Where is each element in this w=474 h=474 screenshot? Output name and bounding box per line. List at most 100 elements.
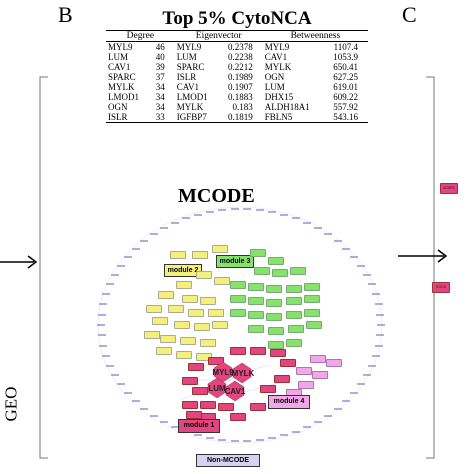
network-node — [182, 295, 198, 303]
gene-cell: MYL9 — [108, 42, 133, 52]
table-row: ISLR 33 IGFBP7 0.1819 FBLN5 543.16 — [106, 112, 368, 123]
network-node — [208, 357, 224, 365]
ring-node — [371, 354, 380, 357]
ring-node — [105, 283, 114, 286]
score-cell: 627.25 — [333, 72, 358, 82]
network-node — [230, 281, 246, 289]
ring-node — [181, 217, 190, 220]
network-node — [182, 401, 198, 409]
ring-node — [376, 334, 385, 337]
ring-node — [230, 439, 239, 442]
network-node — [194, 323, 210, 331]
ring-node — [131, 247, 140, 250]
panel-label-b: B — [58, 2, 73, 27]
network-node — [286, 339, 302, 347]
ring-node — [324, 414, 333, 417]
score-cell: 609.22 — [333, 92, 358, 102]
ring-node — [131, 400, 140, 403]
ring-node — [149, 414, 158, 417]
table-grid: Degree Eigenvector Betweenness MYL9 46 MYL… — [106, 30, 368, 123]
score-cell: 543.16 — [333, 112, 358, 122]
score-cell: 39 — [155, 62, 165, 72]
network-node — [158, 291, 174, 299]
score-cell: 34 — [155, 102, 165, 112]
score-cell: 557.92 — [333, 102, 358, 112]
network-node — [192, 387, 208, 395]
ring-node — [123, 392, 132, 395]
ring-node — [97, 324, 105, 326]
ring-node — [97, 313, 106, 316]
ring-node — [374, 344, 383, 347]
score-cell: 34 — [155, 92, 165, 102]
network-node — [266, 313, 282, 321]
network-node — [180, 337, 196, 345]
network-node — [272, 269, 288, 277]
table-row: LUM 40 LUM 0.2238 CAV1 1053.9 — [106, 52, 368, 62]
network-node — [176, 351, 192, 359]
ring-node — [368, 283, 377, 286]
ring-node — [159, 227, 168, 230]
ring-node — [350, 255, 359, 258]
ring-node — [149, 233, 158, 236]
network-node — [310, 355, 326, 363]
score-cell: 40 — [155, 52, 165, 62]
ring-node — [205, 437, 214, 440]
score-cell: 34 — [155, 82, 165, 92]
network-node — [152, 317, 168, 325]
network-node — [270, 349, 286, 357]
network-node — [218, 403, 234, 411]
gene-cell: MYL9 — [176, 42, 202, 52]
mcode-title: MCODE — [178, 185, 255, 207]
ring-node — [159, 420, 168, 423]
ring-node — [342, 247, 351, 250]
ring-node — [374, 303, 383, 306]
gene-cell: MYLK — [264, 62, 292, 72]
table-title: Top 5% CytoNCA — [162, 8, 312, 29]
ring-node — [268, 210, 277, 213]
ring-node — [376, 313, 385, 316]
gene-cell: LUM — [176, 52, 197, 62]
network-node — [268, 341, 284, 349]
side-node-sgcd: SGCD — [432, 282, 450, 293]
hub-shapes — [207, 361, 252, 402]
panel-label-c: C — [402, 2, 417, 27]
non-mcode-label: Non-MCODE — [196, 454, 260, 467]
network-node — [174, 321, 190, 329]
network-node — [182, 377, 198, 385]
network-node — [230, 413, 246, 421]
ring-node — [170, 221, 179, 224]
network-node — [200, 401, 216, 409]
cytonca-table: Top 5% CytoNCA Degree Eigenvector Betwee… — [106, 8, 368, 123]
network-node — [156, 347, 172, 355]
network-node — [266, 299, 282, 307]
score-cell: 650.41 — [333, 62, 358, 72]
table-row: CAV1 39 SPARC 0.2212 MYLK 650.41 — [106, 62, 368, 72]
hub-mylk: MYLK — [231, 369, 255, 378]
network-node — [214, 277, 230, 285]
ring-node — [99, 344, 108, 347]
ring-node — [140, 407, 149, 410]
module-3-label: module 3 — [216, 255, 254, 268]
network-node — [168, 305, 184, 313]
network-node — [268, 327, 284, 335]
ring-node — [255, 209, 264, 212]
ring-node — [333, 240, 342, 243]
ring-node — [268, 437, 277, 440]
network-node — [192, 251, 208, 259]
ring-node — [97, 334, 106, 337]
gene-cell: ISLR — [108, 112, 128, 122]
network-node — [326, 359, 342, 367]
ring-node — [116, 264, 125, 267]
geo-label: GEO — [1, 386, 21, 422]
ring-node — [303, 426, 312, 429]
ring-node — [205, 210, 214, 213]
table-header-row: Degree Eigenvector Betweenness — [106, 30, 368, 42]
ring-node — [357, 383, 366, 386]
ring-node — [99, 303, 108, 306]
network-node — [176, 281, 192, 289]
network-node — [260, 385, 276, 393]
score-cell: 0.183 — [232, 102, 253, 112]
gene-cell: ISLR — [176, 72, 197, 82]
network-node — [248, 297, 264, 305]
network-node — [268, 257, 284, 265]
